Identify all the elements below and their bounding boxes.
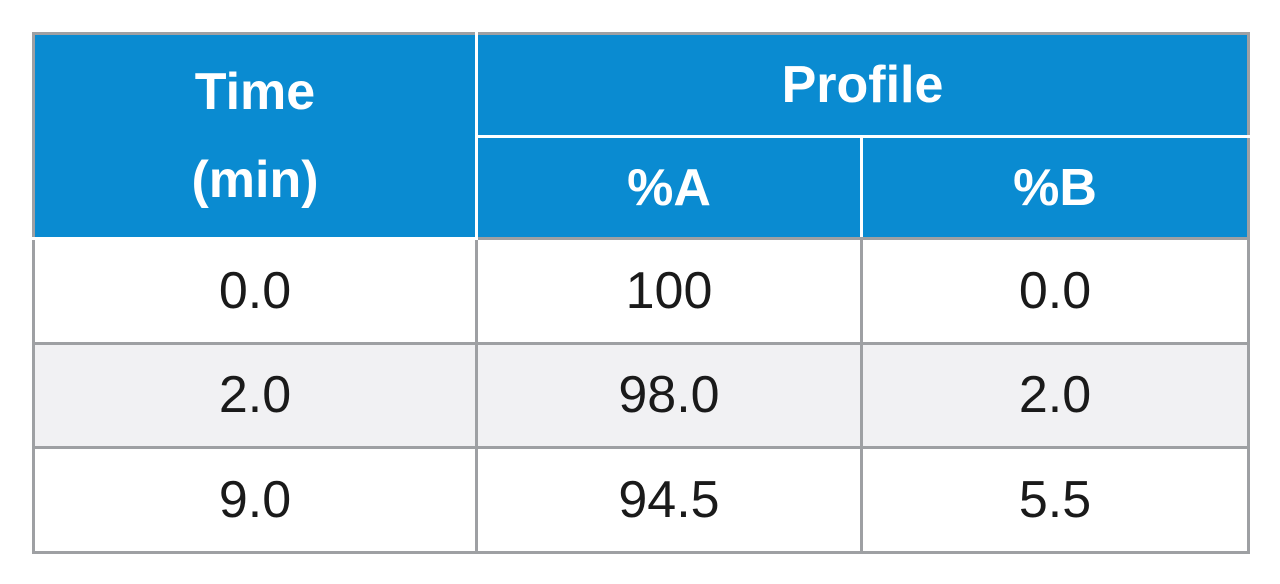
cell-b: 5.5 (859, 446, 1251, 554)
header-row-sub: %A %B (34, 135, 1251, 240)
header-col-a: %A (475, 135, 863, 240)
cell-a: 98.0 (475, 341, 863, 450)
cell-time: 9.0 (32, 446, 478, 554)
header-time-line2: (min) (191, 151, 319, 209)
table-header: Time (min) Profile %A %B (32, 32, 1251, 240)
table-body: 0.0 100 0.0 2.0 98.0 2.0 9.0 94.5 5.5 (32, 237, 1251, 554)
header-time: Time (min) (32, 32, 478, 240)
header-row-top: Time (min) Profile (32, 32, 1251, 240)
cell-b: 0.0 (859, 237, 1251, 345)
table-row: 0.0 100 0.0 (32, 237, 1251, 345)
header-profile: Profile (474, 32, 1251, 138)
cell-b: 2.0 (859, 341, 1251, 450)
cell-a: 94.5 (475, 446, 863, 554)
table-row: 9.0 94.5 5.5 (32, 446, 1251, 554)
header-col-b: %B (859, 135, 1251, 240)
cell-time: 2.0 (32, 341, 478, 450)
cell-a: 100 (475, 237, 863, 345)
table-row: 2.0 98.0 2.0 (32, 341, 1251, 450)
header-time-line1: Time (194, 63, 316, 121)
gradient-table: Time (min) Profile %A %B 0.0 100 0.0 2.0… (32, 32, 1251, 554)
cell-time: 0.0 (32, 237, 478, 345)
